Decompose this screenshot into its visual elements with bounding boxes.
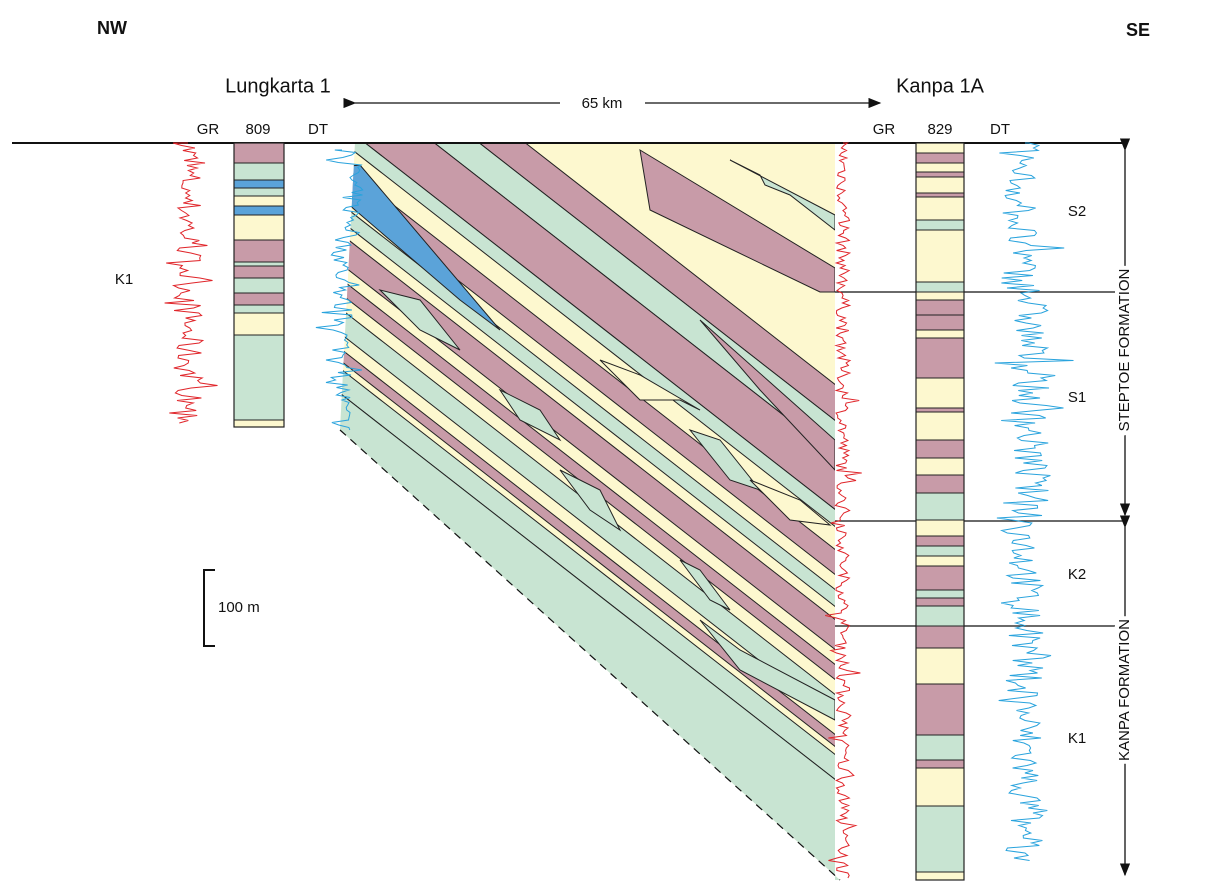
lithology-layer bbox=[234, 206, 284, 215]
lithology-layer bbox=[916, 163, 964, 172]
lithology-layer bbox=[916, 536, 964, 546]
lithology-layer bbox=[916, 546, 964, 556]
unit-label: S1 bbox=[1068, 389, 1086, 406]
scale-label: 100 m bbox=[218, 599, 260, 616]
lithology-layer bbox=[234, 313, 284, 335]
lithology-layer bbox=[234, 215, 284, 240]
lithology-layer bbox=[916, 172, 964, 177]
formation-label: KANPA FORMATION bbox=[1116, 619, 1133, 761]
log-label: GR bbox=[197, 121, 220, 138]
direction-label: SE bbox=[1126, 20, 1150, 40]
lithology-layer bbox=[916, 626, 964, 648]
distance-label: 65 km bbox=[582, 95, 623, 112]
scale-bar bbox=[204, 570, 215, 646]
log-label: DT bbox=[308, 121, 328, 138]
lithology-layer bbox=[916, 440, 964, 458]
lithology-layer bbox=[916, 378, 964, 408]
lithology-layer bbox=[916, 598, 964, 606]
lithology-layer bbox=[916, 193, 964, 197]
log-label: DT bbox=[990, 121, 1010, 138]
unit-label: K2 bbox=[1068, 566, 1086, 583]
lithology-layer bbox=[234, 262, 284, 266]
lithology-layer bbox=[916, 520, 964, 536]
lithology-layer bbox=[234, 305, 284, 313]
lithology-layer bbox=[916, 408, 964, 412]
page: NW SE Lungkarta 1 Kanpa 1A 65 km GR 809 … bbox=[0, 0, 1229, 889]
lithology-layer bbox=[916, 872, 964, 880]
lithology-layer bbox=[916, 230, 964, 282]
lithology-layer bbox=[234, 335, 284, 420]
lithology-layer bbox=[916, 684, 964, 735]
well-name: Kanpa 1A bbox=[896, 75, 985, 97]
lithology-layer bbox=[916, 566, 964, 590]
well-code: 829 bbox=[927, 121, 952, 138]
lithology-layer bbox=[916, 590, 964, 598]
log-trace bbox=[995, 143, 1074, 861]
lithology-layer bbox=[916, 493, 964, 520]
lithology-layer bbox=[234, 266, 284, 278]
lithology-layer bbox=[916, 197, 964, 220]
lithology-layer bbox=[916, 412, 964, 440]
well-name: Lungkarta 1 bbox=[225, 75, 331, 97]
lithology-layer bbox=[916, 475, 964, 493]
lithology-layer bbox=[234, 293, 284, 305]
lithology-layer bbox=[916, 220, 964, 230]
unit-label: K1 bbox=[115, 271, 133, 288]
lithology-layer bbox=[916, 330, 964, 338]
log-label: GR bbox=[873, 121, 896, 138]
lithology-layer bbox=[916, 292, 964, 300]
lithology-layer bbox=[916, 143, 964, 153]
cross-section: NW SE Lungkarta 1 Kanpa 1A 65 km GR 809 … bbox=[0, 0, 1229, 884]
lithology-layer bbox=[234, 180, 284, 188]
lithology-layer bbox=[234, 420, 284, 427]
lithology-layer bbox=[916, 458, 964, 475]
lithology-layer bbox=[234, 163, 284, 180]
lithology-layer bbox=[916, 735, 964, 760]
well-code: 809 bbox=[245, 121, 270, 138]
log-trace bbox=[165, 143, 218, 423]
lithology-layer bbox=[916, 177, 964, 193]
unit-label: K1 bbox=[1068, 730, 1086, 747]
lithology-layer bbox=[916, 282, 964, 292]
direction-label: NW bbox=[97, 18, 127, 38]
lithology-layer bbox=[916, 768, 964, 806]
lithology-layer bbox=[916, 648, 964, 684]
lithology-layer bbox=[916, 315, 964, 330]
unit-label: S2 bbox=[1068, 203, 1086, 220]
lithology-layer bbox=[916, 806, 964, 872]
formation-label: STEPTOE FORMATION bbox=[1116, 269, 1133, 432]
lithology-layer bbox=[916, 760, 964, 768]
section-body bbox=[310, 0, 850, 884]
lithology-layer bbox=[916, 300, 964, 315]
lithology-layer bbox=[916, 606, 964, 626]
lithology-layer bbox=[916, 338, 964, 378]
lithology-layer bbox=[234, 278, 284, 293]
lithology-layer bbox=[234, 196, 284, 206]
lithology-layer bbox=[234, 143, 284, 163]
lithology-layer bbox=[234, 240, 284, 262]
lithology-layer bbox=[916, 153, 964, 163]
lithology-layer bbox=[234, 188, 284, 196]
lithology-layer bbox=[916, 556, 964, 566]
